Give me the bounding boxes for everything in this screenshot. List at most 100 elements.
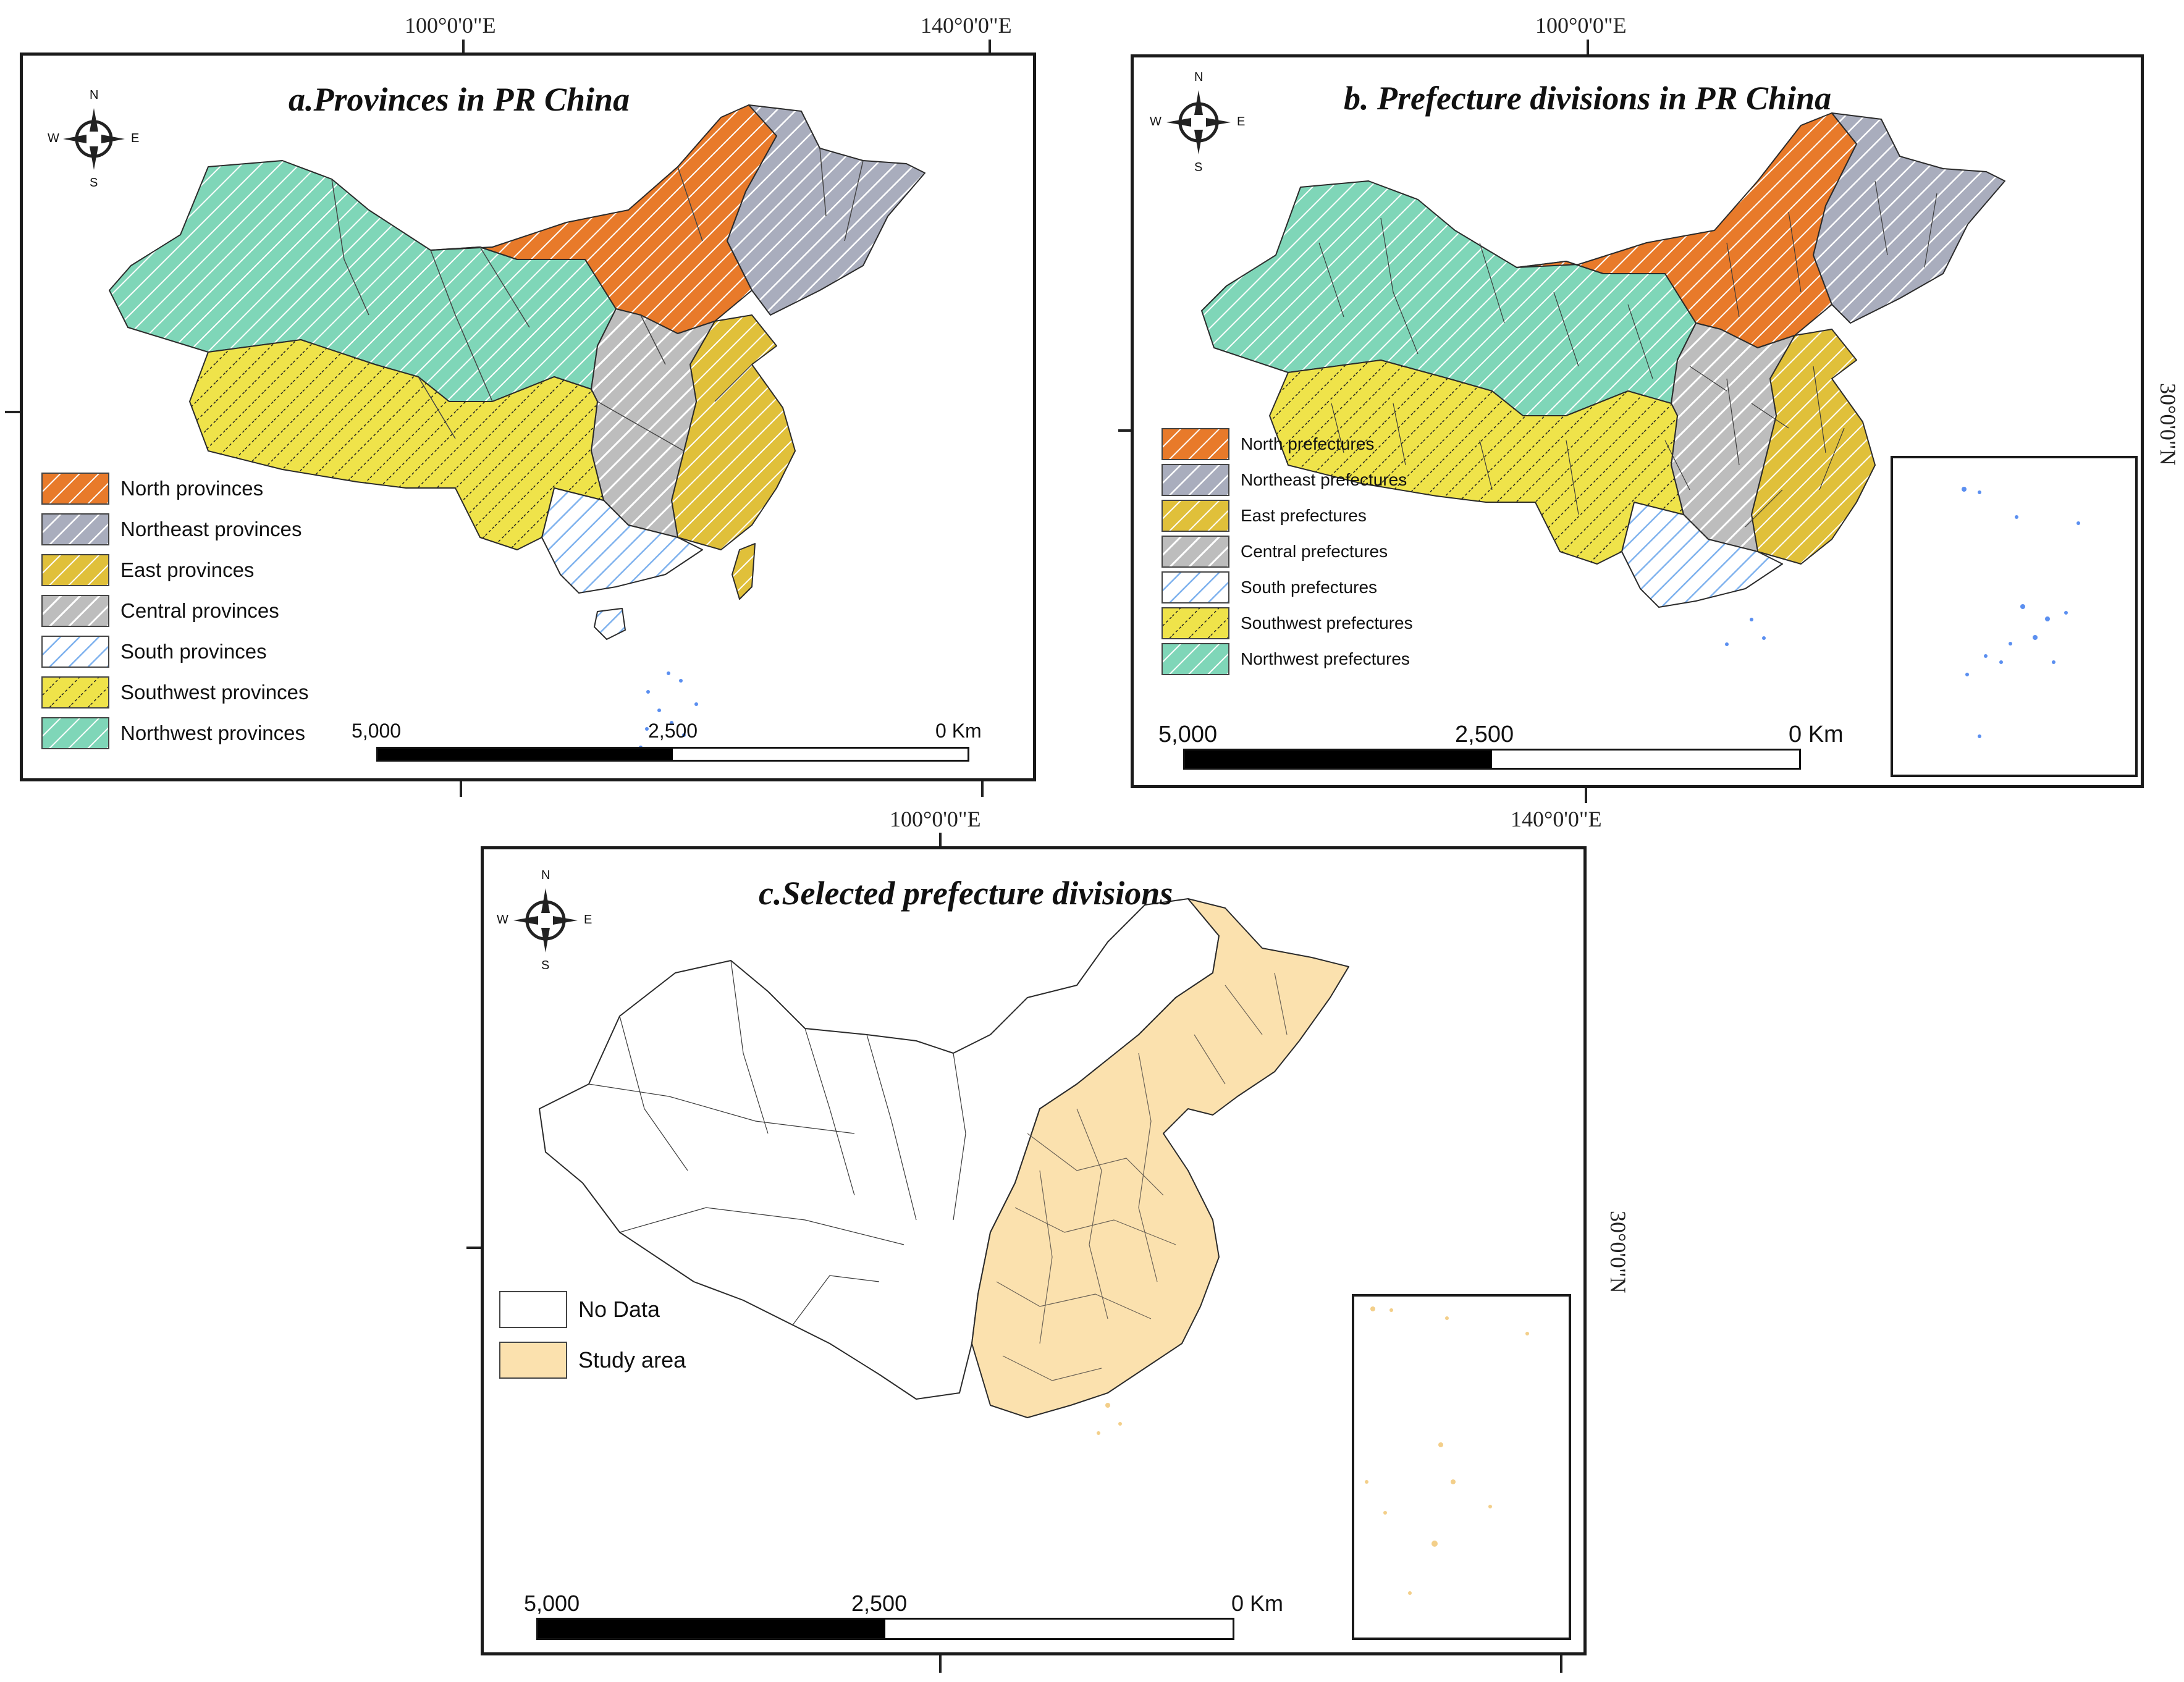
- panel-b-tick-left-30: [1118, 429, 1134, 432]
- panel-b-title: b. Prefecture divisions in PR China: [1344, 80, 1832, 117]
- panel-a-lon-140-label: 140°0'0"E: [921, 13, 1012, 38]
- legend-swatch: [1162, 607, 1229, 639]
- province-borders: [331, 148, 864, 452]
- scale-label-left: 5,000: [1158, 721, 1218, 747]
- legend-item: Study area: [499, 1342, 686, 1379]
- legend-label: Northeast prefectures: [1241, 470, 1407, 489]
- legend-label: East prefectures: [1241, 506, 1367, 525]
- legend-swatch: [41, 717, 109, 749]
- panel-b-tick-top-100: [1587, 40, 1589, 56]
- legend-swatch: [1162, 464, 1229, 496]
- panel-c-tick-top-100: [939, 833, 942, 849]
- panel-a-tick-top-100: [462, 40, 465, 56]
- panel-b-scalebar: 5,000 2,500 0 Km: [1158, 721, 1844, 770]
- panel-a-legend: North provinces Northeast provinces East p…: [41, 473, 309, 758]
- legend-label: Southwest provinces: [120, 681, 309, 704]
- compass-s: S: [541, 959, 550, 972]
- south-sea-islands: [639, 671, 698, 749]
- panel-c-inset-map: [1352, 1294, 1571, 1640]
- compass-e: E: [1237, 115, 1246, 128]
- study-area-islands: [1097, 1403, 1122, 1435]
- scale-label-right: 0 Km: [1789, 721, 1844, 747]
- legend-item: East prefectures: [1162, 500, 1413, 532]
- panel-c-tick-bottom-100: [939, 1654, 942, 1673]
- north-arrow-icon: [513, 888, 578, 952]
- legend-swatch: [499, 1291, 567, 1328]
- panel-c: N S W E c.Selected prefecture divisions …: [481, 846, 1587, 1655]
- legend-item: Northwest prefectures: [1162, 643, 1413, 675]
- panel-c-tick-bottom-140: [1560, 1654, 1562, 1673]
- panel-a-tick-bottom-140: [981, 780, 984, 797]
- legend-swatch: [41, 513, 109, 545]
- panel-a-tick-top-140: [989, 40, 991, 56]
- panel-b: N S W E b. Prefecture divisions in PR Ch…: [1131, 54, 2144, 788]
- legend-swatch: [1162, 500, 1229, 532]
- panel-c-compass: N S W E: [497, 865, 592, 976]
- north-arrow-icon: [63, 108, 125, 170]
- compass-n: N: [1194, 70, 1204, 84]
- panel-b-inset-map: [1891, 456, 2138, 777]
- inset-islands: [1962, 487, 2080, 738]
- scale-label-left: 5,000: [524, 1591, 580, 1616]
- region-south: [1621, 502, 1783, 608]
- scale-label-right: 0 Km: [935, 720, 982, 742]
- region-southwest: [1269, 360, 1684, 565]
- panel-b-lat-30-label: 30°0'0"N: [2156, 383, 2180, 466]
- legend-item: Northeast provinces: [41, 513, 309, 545]
- panel-b-lon-100-label: 100°0'0"E: [1535, 13, 1627, 38]
- panel-c-title: c.Selected prefecture divisions: [759, 875, 1173, 912]
- legend-swatch: [41, 595, 109, 627]
- region-south: [541, 487, 703, 594]
- panel-a: N S W E a.Provinces in PR China North pr…: [20, 53, 1036, 781]
- panel-b-compass: N S W E: [1150, 67, 1246, 178]
- legend-item: No Data: [499, 1291, 686, 1328]
- legend-label: North prefectures: [1241, 434, 1375, 453]
- panel-c-map: [539, 898, 1349, 1435]
- panel-a-lon-100-label: 100°0'0"E: [405, 13, 496, 38]
- south-sea-islands: [1725, 618, 1766, 646]
- scale-label-left: 5,000: [352, 720, 402, 742]
- panel-b-legend: North prefectures Northeast prefectures Ea…: [1162, 428, 1413, 679]
- scale-label-right: 0 Km: [1231, 1591, 1284, 1616]
- panel-c-legend: No Data Study area: [499, 1291, 686, 1392]
- panel-a-tick-bottom-100: [460, 780, 462, 797]
- panel-a-map: [109, 104, 925, 749]
- panel-c-lat-30-label: 30°0'0"N: [1606, 1211, 1630, 1293]
- panel-b-map: [1201, 112, 2005, 646]
- compass-e: E: [131, 132, 140, 145]
- legend-label: East provinces: [120, 558, 255, 581]
- legend-label: Central prefectures: [1241, 542, 1388, 561]
- legend-swatch: [41, 676, 109, 709]
- legend-item: East provinces: [41, 554, 309, 586]
- legend-label: Southwest prefectures: [1241, 613, 1413, 633]
- legend-label: Northeast provinces: [120, 518, 302, 540]
- north-arrow-icon: [1166, 90, 1231, 154]
- inset-islands: [1365, 1306, 1529, 1595]
- legend-swatch: [1162, 571, 1229, 603]
- region-southwest: [189, 339, 604, 550]
- panel-a-scalebar: 5,000 2,500 0 Km: [352, 720, 982, 762]
- legend-label: No Data: [578, 1297, 660, 1322]
- legend-item: Central provinces: [41, 595, 309, 627]
- legend-item: Southwest prefectures: [1162, 607, 1413, 639]
- compass-w: W: [1150, 115, 1162, 128]
- scale-label-mid: 2,500: [1455, 721, 1514, 747]
- panel-c-scalebar: 5,000 2,500 0 Km: [524, 1591, 1283, 1640]
- panel-c-tick-left-30: [466, 1247, 483, 1249]
- legend-item: Southwest provinces: [41, 676, 309, 709]
- legend-swatch: [41, 636, 109, 668]
- panel-c-lon-100-label: 100°0'0"E: [890, 807, 981, 831]
- scale-label-mid: 2,500: [851, 1591, 908, 1616]
- compass-w: W: [48, 132, 59, 145]
- legend-label: South provinces: [120, 640, 267, 663]
- legend-swatch: [41, 473, 109, 505]
- legend-item: Northwest provinces: [41, 717, 309, 749]
- scale-label-mid: 2,500: [648, 720, 698, 742]
- legend-item: Central prefectures: [1162, 536, 1413, 568]
- legend-swatch: [41, 554, 109, 586]
- study-area-prefecture-borders: [996, 972, 1288, 1381]
- panel-b-tick-bottom-140: [1585, 786, 1587, 803]
- compass-w: W: [497, 913, 508, 927]
- study-area-region: [971, 898, 1349, 1418]
- compass-n: N: [90, 88, 99, 102]
